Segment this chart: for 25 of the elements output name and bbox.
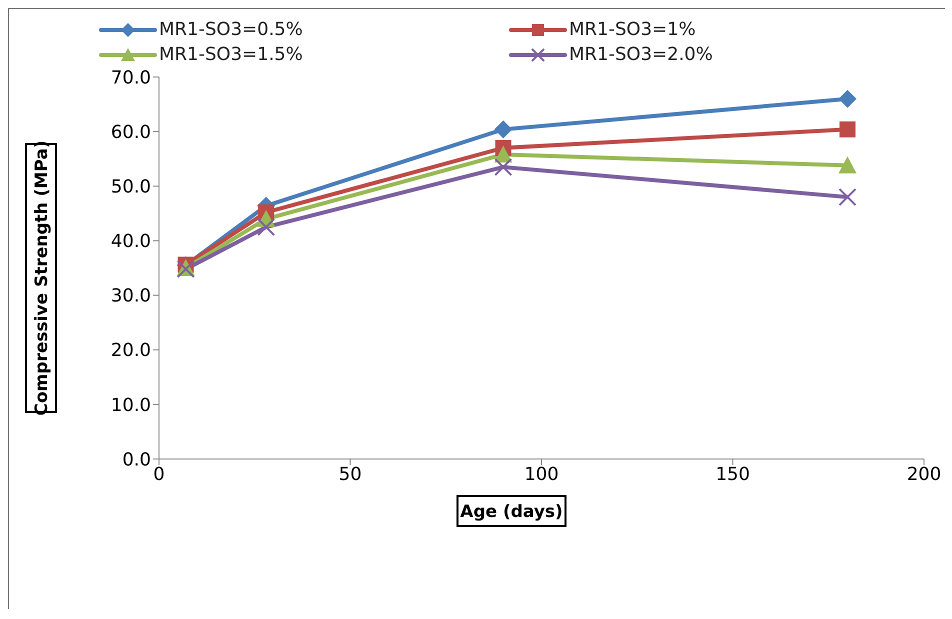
- point: [494, 158, 512, 176]
- y-tick-label: 60.0: [110, 122, 151, 143]
- point: [838, 90, 856, 108]
- x-tick-label: 50: [338, 464, 362, 485]
- x-tick-label: 200: [906, 464, 942, 485]
- x-tick-label: 100: [524, 464, 559, 485]
- point: [840, 121, 856, 138]
- y-tick-label: 0.0: [122, 449, 151, 470]
- point: [838, 156, 856, 174]
- legend-label: MR1-SO3=0.5%: [159, 19, 303, 40]
- y-tick-label: 30.0: [110, 286, 151, 307]
- legend-label: MR1-SO3=2.0%: [569, 44, 713, 65]
- point: [257, 218, 276, 236]
- y-tick-label: 20.0: [110, 340, 151, 362]
- y-tick-label: 70.0: [110, 67, 151, 88]
- legend-label: MR1-SO3=1%: [569, 19, 696, 40]
- x-axis-title: Age (days): [460, 502, 563, 522]
- point: [494, 120, 512, 138]
- point: [838, 188, 856, 206]
- y-tick-label: 50.0: [110, 176, 151, 198]
- x-tick-label: 150: [716, 464, 750, 485]
- x-tick-label: 0: [153, 464, 165, 485]
- y-tick-label: 10.0: [110, 394, 151, 416]
- y-tick-label: 40.0: [110, 231, 151, 252]
- legend-label: MR1-SO3=1.5%: [159, 44, 303, 65]
